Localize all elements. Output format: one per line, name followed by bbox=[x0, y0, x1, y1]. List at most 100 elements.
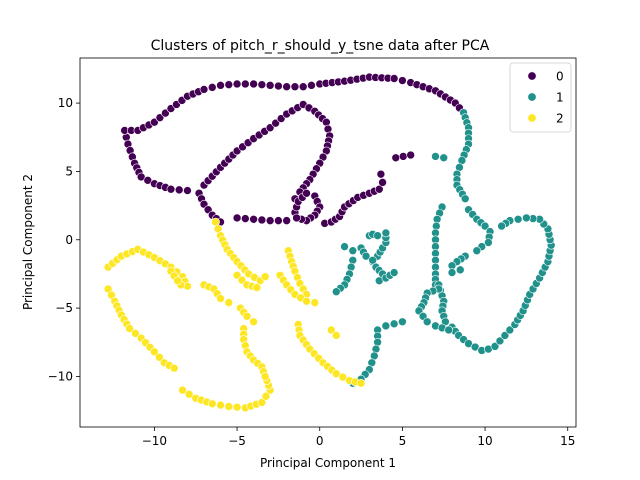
data-point-cluster-0 bbox=[161, 108, 170, 118]
data-point-cluster-1 bbox=[472, 246, 482, 255]
data-point-cluster-0 bbox=[241, 214, 250, 223]
data-point-cluster-0 bbox=[241, 79, 250, 89]
data-point-cluster-0 bbox=[276, 114, 286, 123]
x-tick-label: 5 bbox=[399, 434, 407, 448]
data-point-cluster-2 bbox=[260, 272, 270, 281]
data-point-cluster-1 bbox=[505, 325, 515, 335]
data-point-cluster-1 bbox=[464, 339, 473, 348]
data-point-cluster-2 bbox=[216, 400, 225, 410]
data-point-cluster-0 bbox=[174, 185, 184, 195]
data-point-cluster-1 bbox=[500, 331, 510, 340]
data-point-cluster-2 bbox=[207, 399, 217, 409]
data-point-cluster-0 bbox=[282, 82, 291, 91]
x-tick-label: 10 bbox=[477, 434, 492, 448]
data-point-cluster-2 bbox=[232, 402, 242, 412]
data-point-cluster-0 bbox=[398, 76, 407, 85]
data-point-cluster-1 bbox=[398, 317, 407, 327]
data-point-cluster-1 bbox=[470, 342, 480, 352]
legend-frame bbox=[509, 62, 572, 133]
data-point-cluster-0 bbox=[257, 215, 267, 225]
data-point-cluster-1 bbox=[431, 152, 440, 161]
data-point-cluster-0 bbox=[391, 153, 401, 163]
y-axis-label: Principal Component 2 bbox=[21, 174, 35, 310]
data-point-cluster-2 bbox=[173, 276, 182, 286]
data-point-cluster-0 bbox=[249, 214, 258, 224]
data-point-cluster-0 bbox=[271, 118, 280, 128]
data-point-cluster-0 bbox=[398, 152, 408, 161]
data-point-cluster-1 bbox=[480, 221, 490, 231]
data-point-cluster-2 bbox=[150, 347, 159, 357]
data-point-cluster-2 bbox=[252, 283, 262, 292]
y-tick-label: 5 bbox=[65, 164, 73, 178]
y-axis-ticks: −10 −5 0 5 10 bbox=[48, 96, 80, 383]
data-point-cluster-1 bbox=[522, 213, 531, 223]
data-point-cluster-0 bbox=[166, 184, 176, 194]
data-point-cluster-2 bbox=[169, 363, 179, 373]
data-point-cluster-0 bbox=[183, 186, 192, 195]
y-tick-label: 0 bbox=[65, 233, 73, 247]
y-tick-label: −5 bbox=[55, 301, 73, 315]
data-point-cluster-2 bbox=[261, 391, 271, 401]
y-tick-label: 10 bbox=[58, 96, 73, 110]
data-point-cluster-1 bbox=[422, 317, 432, 327]
chart-title: Clusters of pitch_r_should_y_tsne data a… bbox=[151, 38, 490, 54]
data-point-cluster-2 bbox=[178, 385, 187, 395]
data-point-cluster-0 bbox=[199, 85, 209, 94]
data-point-cluster-1 bbox=[455, 265, 465, 275]
data-point-cluster-2 bbox=[249, 317, 258, 327]
data-point-cluster-1 bbox=[331, 287, 341, 297]
scatter-points bbox=[103, 72, 556, 413]
data-point-cluster-0 bbox=[378, 178, 387, 187]
legend-label-2: 2 bbox=[556, 112, 564, 126]
data-point-cluster-0 bbox=[265, 123, 275, 132]
legend-marker-1 bbox=[527, 92, 537, 102]
data-point-cluster-1 bbox=[444, 325, 453, 335]
data-point-cluster-2 bbox=[257, 398, 267, 407]
data-point-cluster-1 bbox=[447, 268, 457, 277]
data-point-cluster-2 bbox=[356, 378, 366, 388]
data-point-cluster-0 bbox=[298, 82, 308, 91]
data-point-cluster-0 bbox=[274, 81, 283, 91]
data-point-cluster-0 bbox=[406, 150, 415, 160]
data-point-cluster-0 bbox=[302, 189, 311, 198]
data-point-cluster-1 bbox=[389, 319, 399, 329]
x-tick-label: −10 bbox=[142, 434, 167, 448]
legend-marker-0 bbox=[527, 71, 537, 81]
data-point-cluster-1 bbox=[495, 336, 505, 346]
data-point-cluster-2 bbox=[131, 329, 140, 338]
data-point-cluster-2 bbox=[216, 294, 225, 303]
data-point-cluster-1 bbox=[381, 228, 391, 238]
data-point-cluster-2 bbox=[224, 298, 234, 307]
data-point-cluster-0 bbox=[155, 113, 165, 122]
x-axis-ticks: −10 −5 0 5 10 15 bbox=[142, 427, 575, 448]
axes-frame bbox=[79, 57, 577, 428]
data-point-cluster-2 bbox=[302, 296, 311, 306]
data-point-cluster-0 bbox=[307, 81, 316, 90]
data-point-cluster-0 bbox=[376, 169, 386, 179]
data-point-cluster-0 bbox=[265, 216, 275, 225]
data-point-cluster-1 bbox=[361, 251, 371, 261]
data-point-cluster-0 bbox=[274, 216, 283, 225]
data-point-cluster-0 bbox=[232, 79, 242, 89]
data-point-cluster-2 bbox=[331, 369, 341, 379]
data-point-cluster-1 bbox=[484, 238, 493, 247]
data-point-cluster-0 bbox=[282, 216, 291, 225]
data-point-cluster-0 bbox=[290, 82, 300, 91]
legend: 0 1 2 bbox=[509, 62, 572, 133]
data-point-cluster-1 bbox=[513, 214, 523, 224]
data-point-cluster-0 bbox=[374, 184, 384, 194]
data-point-cluster-1 bbox=[381, 321, 391, 331]
data-point-cluster-2 bbox=[260, 372, 270, 381]
data-point-cluster-0 bbox=[136, 172, 146, 182]
data-point-cluster-2 bbox=[155, 352, 164, 362]
data-point-cluster-1 bbox=[368, 255, 377, 265]
legend-marker-2 bbox=[527, 113, 537, 123]
legend-label-0: 0 bbox=[556, 70, 564, 84]
data-point-cluster-2 bbox=[338, 372, 348, 382]
data-point-cluster-0 bbox=[150, 117, 159, 127]
data-point-cluster-0 bbox=[257, 80, 267, 89]
data-point-cluster-0 bbox=[143, 176, 153, 185]
data-point-cluster-1 bbox=[389, 268, 399, 277]
x-tick-label: −5 bbox=[228, 434, 246, 448]
data-point-cluster-2 bbox=[331, 331, 341, 340]
